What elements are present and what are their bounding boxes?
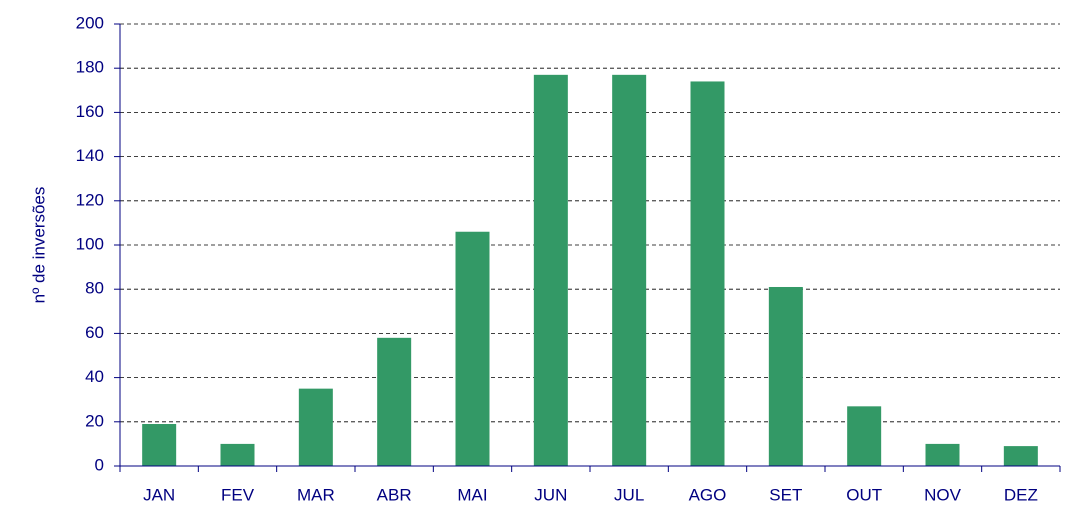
x-tick-label: JUL — [614, 485, 644, 504]
bar — [768, 286, 803, 466]
x-tick-label: ABR — [377, 485, 412, 504]
y-tick-label: 160 — [76, 102, 104, 121]
bar — [1003, 446, 1038, 466]
y-tick-label: 100 — [76, 234, 104, 253]
x-tick-label: SET — [769, 485, 802, 504]
x-tick-label: FEV — [221, 485, 255, 504]
x-tick-label: OUT — [846, 485, 882, 504]
y-axis-label: nº de inversões — [29, 187, 48, 304]
y-tick-label: 120 — [76, 190, 104, 209]
x-tick-label: JAN — [143, 485, 175, 504]
bar — [925, 443, 960, 466]
x-tick-label: JUN — [534, 485, 567, 504]
y-tick-label: 20 — [85, 411, 104, 430]
bar — [142, 424, 177, 466]
y-tick-label: 80 — [85, 279, 104, 298]
x-tick-label: MAI — [457, 485, 487, 504]
x-tick-label: NOV — [924, 485, 962, 504]
y-tick-label: 60 — [85, 323, 104, 342]
y-tick-label: 180 — [76, 58, 104, 77]
bar — [690, 81, 725, 467]
bar — [220, 443, 255, 466]
y-tick-label: 200 — [76, 13, 104, 32]
bar — [455, 231, 490, 466]
bar — [612, 74, 647, 466]
bar — [377, 337, 412, 466]
bar — [533, 74, 568, 466]
x-tick-label: AGO — [689, 485, 727, 504]
y-tick-label: 0 — [95, 455, 104, 474]
x-tick-label: MAR — [297, 485, 335, 504]
y-tick-label: 40 — [85, 367, 104, 386]
bar — [298, 388, 333, 466]
bar — [847, 406, 882, 466]
y-tick-label: 140 — [76, 146, 104, 165]
x-tick-label: DEZ — [1004, 485, 1038, 504]
